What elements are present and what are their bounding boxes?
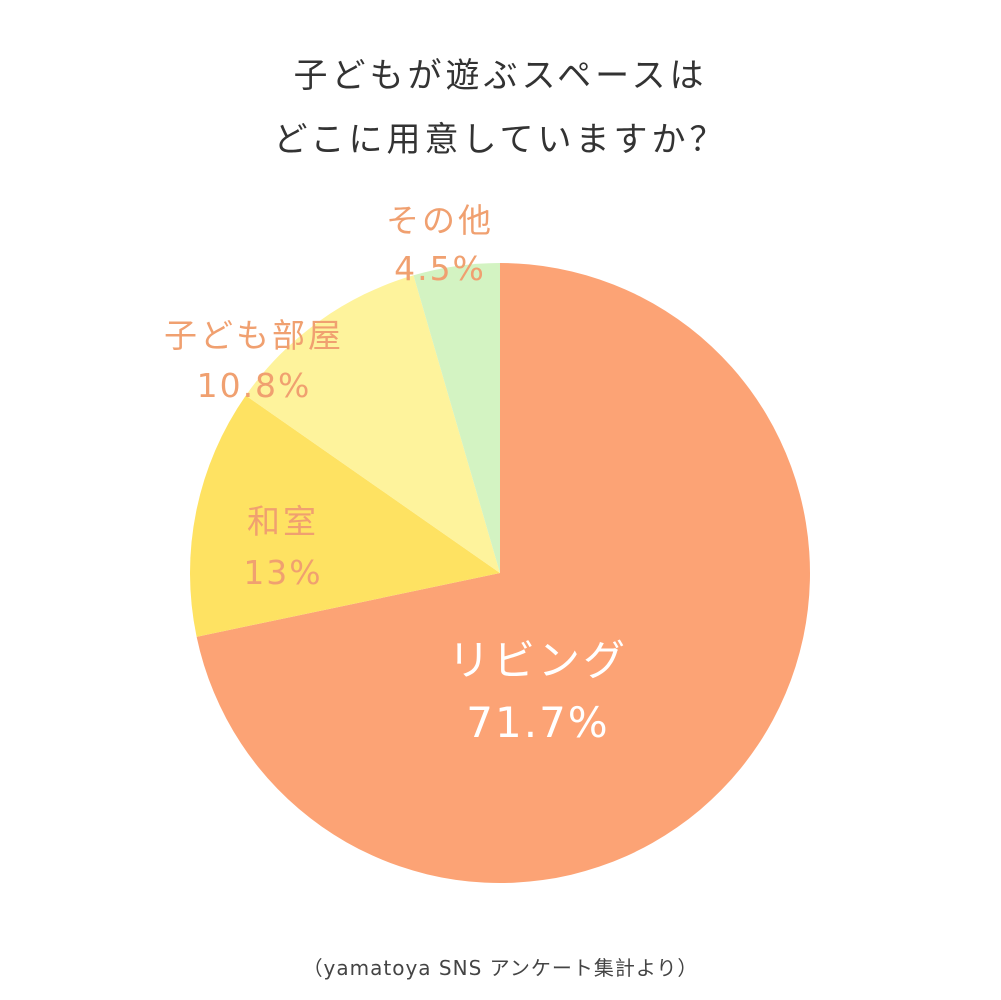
- source-footnote: （yamatoya SNS アンケート集計より）: [302, 956, 699, 980]
- chart-title-line-1: 子どもが遊ぶスペースは: [293, 56, 708, 96]
- slice-value-1: 71.7%: [466, 698, 609, 747]
- pie-slice-4: [413, 263, 500, 573]
- pie-slice-1: [196, 263, 810, 883]
- slice-value-2: 13%: [243, 553, 322, 592]
- pie-slices: [189, 263, 810, 883]
- pie-slice-3: [245, 275, 500, 573]
- pie-labels: リビング 71.7% 和室 13% 子ども部屋 10.8% その他 4.5%: [164, 201, 628, 747]
- slice-value-4: 4.5%: [394, 249, 486, 288]
- slice-label-3: 子ども部屋: [164, 316, 344, 355]
- chart-title-line-2: どこに用意していますか？: [273, 120, 728, 160]
- slice-label-1: リビング: [448, 636, 628, 685]
- slice-label-2: 和室: [247, 502, 319, 541]
- slice-value-3: 10.8%: [197, 366, 312, 405]
- slice-label-4: その他: [386, 201, 494, 240]
- pie-slice-2: [189, 395, 501, 637]
